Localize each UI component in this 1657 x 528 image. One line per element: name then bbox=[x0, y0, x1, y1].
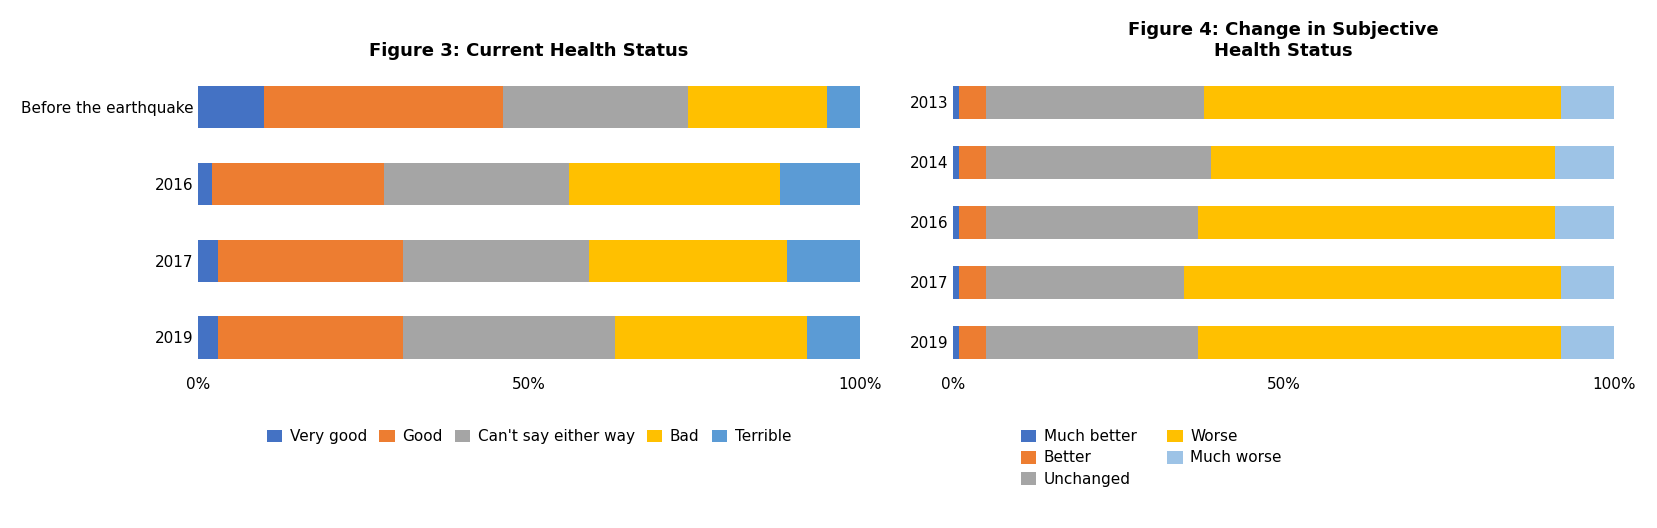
Bar bbox=[1198, 326, 1561, 359]
Bar bbox=[780, 163, 860, 205]
Bar bbox=[1561, 86, 1614, 119]
Bar bbox=[986, 326, 1198, 359]
Bar bbox=[219, 240, 403, 282]
Bar bbox=[953, 206, 959, 239]
Bar bbox=[688, 86, 827, 128]
Bar bbox=[807, 316, 860, 359]
Bar bbox=[953, 266, 959, 299]
Bar bbox=[959, 326, 986, 359]
Bar bbox=[265, 86, 502, 128]
Bar bbox=[219, 316, 403, 359]
Title: Figure 4: Change in Subjective
Health Status: Figure 4: Change in Subjective Health St… bbox=[1128, 21, 1438, 60]
Bar bbox=[199, 163, 212, 205]
Bar bbox=[1198, 206, 1554, 239]
Bar bbox=[1205, 86, 1561, 119]
Bar bbox=[199, 316, 219, 359]
Bar bbox=[199, 86, 265, 128]
Bar bbox=[787, 240, 860, 282]
Title: Figure 3: Current Health Status: Figure 3: Current Health Status bbox=[370, 42, 689, 60]
Bar bbox=[959, 146, 986, 179]
Bar bbox=[1561, 326, 1614, 359]
Bar bbox=[588, 240, 787, 282]
Bar bbox=[953, 146, 959, 179]
Bar bbox=[383, 163, 568, 205]
Bar bbox=[959, 266, 986, 299]
Bar bbox=[212, 163, 383, 205]
Bar bbox=[959, 206, 986, 239]
Bar bbox=[568, 163, 780, 205]
Bar bbox=[199, 240, 219, 282]
Bar bbox=[1185, 266, 1561, 299]
Bar bbox=[1554, 206, 1614, 239]
Bar bbox=[827, 86, 860, 128]
Legend: Much better, Better, Unchanged, Worse, Much worse, : Much better, Better, Unchanged, Worse, M… bbox=[1016, 425, 1286, 491]
Bar bbox=[986, 86, 1205, 119]
Bar bbox=[953, 86, 959, 119]
Bar bbox=[403, 240, 588, 282]
Legend: Very good, Good, Can't say either way, Bad, Terrible: Very good, Good, Can't say either way, B… bbox=[262, 425, 795, 449]
Bar bbox=[502, 86, 688, 128]
Bar bbox=[615, 316, 807, 359]
Bar bbox=[986, 146, 1211, 179]
Bar bbox=[986, 206, 1198, 239]
Bar bbox=[959, 86, 986, 119]
Bar bbox=[403, 316, 615, 359]
Bar bbox=[1554, 146, 1614, 179]
Bar bbox=[1561, 266, 1614, 299]
Bar bbox=[1211, 146, 1554, 179]
Bar bbox=[953, 326, 959, 359]
Bar bbox=[986, 266, 1185, 299]
